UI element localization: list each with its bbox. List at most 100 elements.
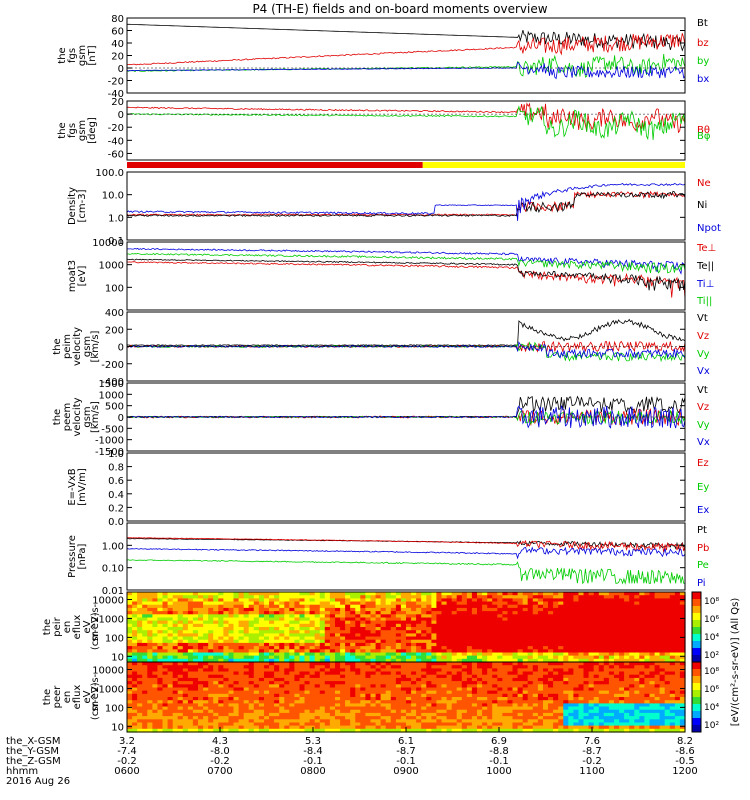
heatmap-cell [157,630,164,634]
heatmap-cell [324,598,331,603]
heatmap-cell [451,706,458,711]
heatmap-cell [634,617,640,622]
heatmap-cell [223,601,230,606]
heatmap-cell [477,709,483,714]
heatmap-cell [619,604,625,609]
heatmap-cell [147,671,153,676]
heatmap-cell [543,674,549,679]
heatmap-cell [299,671,306,676]
heatmap-cell [482,623,488,628]
heatmap-cell [563,627,569,631]
heatmap-cell [314,693,321,698]
heatmap-cell [659,611,666,615]
heatmap-cell [127,607,133,612]
heatmap-cell [512,677,519,682]
heatmap-cell [426,620,432,625]
heatmap-cell [431,725,438,730]
heatmap-cell [243,671,250,676]
heatmap-cell [446,642,453,647]
heatmap-cell [390,633,397,638]
heatmap-cell [213,639,219,644]
heatmap-cell [603,611,610,615]
heatmap-cell [527,706,534,711]
heatmap-cell [279,668,285,673]
heatmap-cell [370,706,377,711]
heatmap-cell [213,630,219,634]
heatmap-cell [679,604,686,609]
heatmap-cell [502,598,509,603]
heatmap-cell [441,677,448,682]
heatmap-cell [375,595,382,599]
heatmap-cell [172,722,179,727]
heatmap-cell [522,709,529,714]
heatmap-cell [553,620,559,625]
heatmap-cell [558,617,564,622]
heatmap-cell [385,665,392,669]
heatmap-cell [274,716,280,720]
heatmap-cell [147,636,153,641]
heatmap-cell [624,725,630,730]
heatmap-cell [588,614,595,619]
heatmap-cell [537,687,544,692]
heatmap-cell [370,639,377,644]
heatmap-cell [182,716,189,720]
heatmap-cell [375,658,382,663]
heatmap-cell [588,719,595,724]
heatmap-cell [421,639,427,644]
heatmap-cell [421,684,427,689]
heatmap-cell [522,627,529,631]
heatmap-cell [487,604,493,609]
heatmap-cell [360,642,366,647]
heatmap-cell [309,719,316,724]
heatmap-cell [471,623,478,628]
heatmap-cell [537,665,544,669]
heatmap-cell [395,719,402,724]
heatmap-cell [482,595,488,599]
heatmap-cell [593,623,600,628]
heatmap-cell [223,668,230,673]
heatmap-cell [365,623,372,628]
heatmap-cell [400,725,407,730]
heatmap-cell [477,693,483,698]
heatmap-cell [654,697,661,701]
heatmap-cell [390,604,397,609]
heatmap-cell [385,681,392,685]
heatmap-cell [243,627,250,631]
heatmap-cell [355,716,361,720]
heatmap-cell [583,697,590,701]
heatmap-cell [177,674,184,679]
heatmap-cell [355,725,361,730]
heatmap-cell [507,646,514,650]
heatmap-cell [187,725,194,730]
heatmap-cell [258,668,265,673]
heatmap-cell [608,652,615,657]
heatmap-cell [466,700,473,704]
heatmap-cell [441,703,448,708]
heatmap-cell [624,601,630,606]
y-tick-label: 500 [105,402,124,413]
heatmap-cell [390,728,397,733]
heatmap-cell [664,671,671,676]
heatmap-cell [436,642,443,647]
heatmap-cell [380,595,387,599]
heatmap-cell [208,623,214,628]
y-tick-label: 1500 [99,379,124,390]
heatmap-cell [380,611,387,615]
heatmap-cell [380,668,387,673]
heatmap-cell [639,671,645,676]
heatmap-cell [233,595,240,599]
heatmap-cell [314,592,321,596]
heatmap-cell [162,697,169,701]
heatmap-cell [553,684,559,689]
heatmap-cell [284,646,290,650]
heatmap-cell [471,706,478,711]
heatmap-cell [654,684,661,689]
y-axis-label: peir [52,616,63,636]
heatmap-cell [187,636,194,641]
heatmap-cell [593,690,600,695]
heatmap-cell [537,598,544,603]
heatmap-cell [598,728,605,733]
heatmap-cell [365,668,372,673]
heatmap-cell [192,658,199,663]
heatmap-cell [492,652,498,657]
